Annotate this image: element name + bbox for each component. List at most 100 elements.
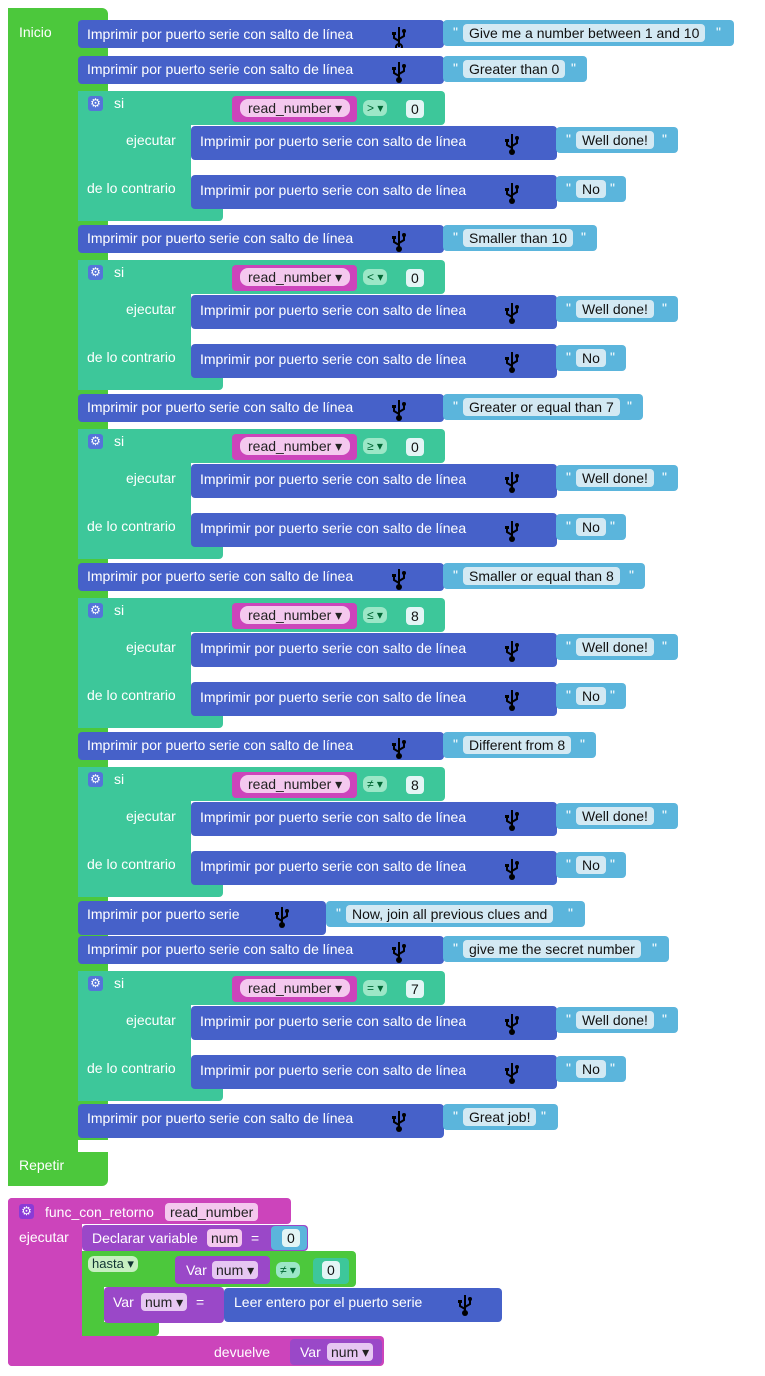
text-field[interactable]: No: [576, 687, 606, 705]
serial-println-block[interactable]: [78, 20, 444, 48]
serial-println-block[interactable]: [191, 464, 557, 498]
serial-println-block[interactable]: [191, 1055, 557, 1089]
serial-read-int-block[interactable]: [224, 1288, 502, 1322]
serial-println-block[interactable]: [191, 295, 557, 329]
number-field[interactable]: 8: [406, 776, 424, 794]
variable-dropdown[interactable]: read_number ▾: [240, 437, 351, 455]
number-field[interactable]: 8: [406, 607, 424, 625]
serial-println-block[interactable]: [78, 1104, 444, 1138]
serial-println-block[interactable]: [191, 344, 557, 378]
serial-println-block[interactable]: [191, 802, 557, 836]
text-field[interactable]: Different from 8: [463, 736, 572, 754]
number-field[interactable]: 7: [406, 980, 424, 998]
text-field[interactable]: Well done!: [576, 300, 654, 318]
usb-icon: [505, 690, 519, 711]
serial-println-block[interactable]: [78, 56, 444, 84]
gear-icon[interactable]: ⚙: [88, 265, 103, 280]
gear-icon[interactable]: ⚙: [88, 96, 103, 111]
text-field[interactable]: No: [576, 1060, 606, 1078]
function-name-field[interactable]: read_number: [165, 1203, 259, 1221]
text-field[interactable]: Great job!: [463, 1108, 537, 1126]
variable-dropdown[interactable]: read_number ▾: [240, 775, 351, 793]
text-field[interactable]: Well done!: [576, 638, 654, 656]
serial-println-block[interactable]: [78, 732, 444, 760]
text-field[interactable]: Smaller or equal than 8: [463, 567, 620, 585]
text-field[interactable]: No: [576, 180, 606, 198]
loop-start-label: Inicio: [19, 24, 52, 40]
gear-icon[interactable]: ⚙: [88, 434, 103, 449]
usb-icon: [505, 521, 519, 542]
gear-icon[interactable]: ⚙: [88, 976, 103, 991]
operator-dropdown[interactable]: ≤ ▾: [363, 607, 387, 623]
text-field[interactable]: No: [576, 856, 606, 874]
usb-icon: [505, 1014, 519, 1035]
usb-icon: [392, 62, 406, 83]
loop-repeat-label: Repetir: [19, 1157, 65, 1173]
serial-println-block[interactable]: [78, 936, 444, 964]
gear-icon[interactable]: ⚙: [88, 772, 103, 787]
usb-icon: [392, 738, 406, 759]
init-number-field[interactable]: 0: [282, 1229, 300, 1247]
variable-dropdown[interactable]: read_number ▾: [240, 979, 351, 997]
operator-dropdown[interactable]: < ▾: [363, 269, 388, 285]
var-dropdown[interactable]: num ▾: [141, 1293, 188, 1311]
text-field[interactable]: Smaller than 10: [463, 229, 574, 247]
usb-icon: [392, 27, 406, 48]
text-field[interactable]: Now, join all previous clues and: [346, 905, 554, 923]
variable-dropdown[interactable]: read_number ▾: [240, 99, 351, 117]
usb-icon: [392, 231, 406, 252]
text-field[interactable]: No: [576, 518, 606, 536]
serial-println-block[interactable]: [78, 563, 444, 591]
serial-println-block[interactable]: [191, 126, 557, 160]
text-field[interactable]: Well done!: [576, 131, 654, 149]
usb-icon: [392, 1111, 406, 1132]
usb-icon: [392, 400, 406, 421]
usb-icon: [392, 569, 406, 590]
text-field[interactable]: Give me a number between 1 and 10: [463, 24, 706, 42]
operator-dropdown[interactable]: ≠ ▾: [276, 1262, 300, 1278]
operator-dropdown[interactable]: = ▾: [363, 980, 388, 996]
number-field[interactable]: 0: [322, 1261, 340, 1279]
usb-icon: [392, 942, 406, 963]
gear-icon[interactable]: ⚙: [19, 1204, 34, 1219]
number-field[interactable]: 0: [406, 438, 424, 456]
operator-dropdown[interactable]: > ▾: [363, 100, 388, 116]
usb-icon: [458, 1295, 472, 1316]
text-field[interactable]: Greater than 0: [463, 60, 566, 78]
var-dropdown[interactable]: num ▾: [212, 1261, 259, 1279]
serial-println-block[interactable]: [191, 851, 557, 885]
variable-dropdown[interactable]: read_number ▾: [240, 268, 351, 286]
usb-icon: [505, 134, 519, 155]
number-field[interactable]: 0: [406, 269, 424, 287]
operator-dropdown[interactable]: ≥ ▾: [363, 438, 387, 454]
number-field[interactable]: 0: [406, 100, 424, 118]
serial-println-block[interactable]: [191, 1006, 557, 1040]
serial-println-block[interactable]: [191, 682, 557, 716]
declare-variable-block[interactable]: [82, 1225, 308, 1251]
serial-println-block[interactable]: [78, 225, 444, 253]
text-field[interactable]: give me the secret number: [463, 940, 641, 958]
serial-println-block[interactable]: [78, 394, 444, 422]
usb-icon: [505, 810, 519, 831]
variable-dropdown[interactable]: read_number ▾: [240, 606, 351, 624]
text-field[interactable]: Well done!: [576, 1011, 654, 1029]
usb-icon: [505, 472, 519, 493]
text-field[interactable]: Greater or equal than 7: [463, 398, 620, 416]
var-dropdown[interactable]: num ▾: [327, 1343, 374, 1361]
serial-println-block[interactable]: [191, 175, 557, 209]
text-field[interactable]: No: [576, 349, 606, 367]
usb-icon: [505, 859, 519, 880]
usb-icon: [505, 352, 519, 373]
gear-icon[interactable]: ⚙: [88, 603, 103, 618]
text-field[interactable]: Well done!: [576, 469, 654, 487]
operator-dropdown[interactable]: ≠ ▾: [363, 776, 387, 792]
serial-println-block[interactable]: [191, 633, 557, 667]
usb-icon: [505, 641, 519, 662]
usb-icon: [505, 303, 519, 324]
variable-name-field[interactable]: num: [207, 1229, 243, 1247]
usb-icon: [275, 907, 289, 928]
serial-println-block[interactable]: [191, 513, 557, 547]
text-field[interactable]: Well done!: [576, 807, 654, 825]
until-dropdown[interactable]: hasta ▾: [88, 1256, 138, 1272]
function-header-label: func_con_retorno: [45, 1204, 154, 1220]
